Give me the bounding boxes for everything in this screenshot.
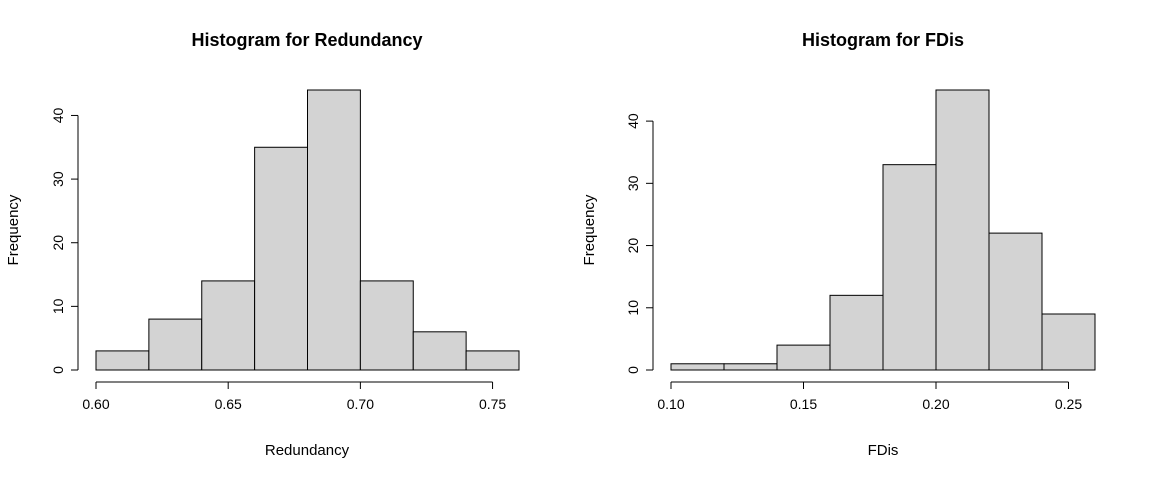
y-tick-label: 20 xyxy=(625,238,641,254)
histogram-bar xyxy=(935,89,990,371)
bars xyxy=(670,89,1096,371)
x-axis: 0.10 0.15 0.20 0.25 xyxy=(657,381,1082,412)
y-tick-label: 40 xyxy=(625,113,641,129)
panel-redundancy: Histogram for Redundancy Redundancy Freq… xyxy=(5,30,520,459)
y-tick-label: 30 xyxy=(625,175,641,191)
histogram-bar xyxy=(412,331,467,371)
panel-fdis: Histogram for FDis FDis Frequency 0.10 0.… xyxy=(581,30,1096,459)
x-tick-label: 0.25 xyxy=(1055,396,1082,412)
histogram-bar xyxy=(670,363,725,371)
y-tick-label: 10 xyxy=(625,300,641,316)
x-axis: 0.60 0.65 0.70 0.75 xyxy=(82,381,506,412)
x-tick-label: 0.15 xyxy=(790,396,817,412)
histogram-bar xyxy=(307,89,361,371)
x-tick-label: 0.10 xyxy=(657,396,684,412)
bars xyxy=(95,89,520,371)
y-tick-label: 30 xyxy=(50,171,66,187)
x-tick-label: 0.75 xyxy=(479,396,506,412)
histogram-bar xyxy=(95,350,150,371)
y-axis: 0 10 20 30 40 xyxy=(625,113,654,374)
histogram-bar xyxy=(201,280,256,371)
y-axis-label: Frequency xyxy=(5,194,22,265)
chart-title: Histogram for Redundancy xyxy=(191,30,422,50)
x-axis-label: Redundancy xyxy=(265,442,350,459)
y-tick-label: 10 xyxy=(50,298,66,314)
histogram-bar xyxy=(723,363,778,371)
y-tick-label: 20 xyxy=(50,235,66,251)
x-tick-label: 0.65 xyxy=(215,396,242,412)
x-tick-label: 0.60 xyxy=(82,396,109,412)
histogram-bar xyxy=(776,344,831,371)
x-axis-label: FDis xyxy=(868,442,899,459)
y-axis: 0 10 20 30 40 xyxy=(50,107,79,374)
histogram-bar xyxy=(988,232,1043,371)
y-axis-label: Frequency xyxy=(581,194,598,265)
chart-title: Histogram for FDis xyxy=(802,30,964,50)
histogram-bar xyxy=(148,318,203,371)
y-tick-label: 0 xyxy=(50,366,66,374)
y-tick-label: 40 xyxy=(50,107,66,123)
histogram-bar xyxy=(1041,313,1096,371)
histogram-bar xyxy=(254,146,308,371)
x-tick-label: 0.70 xyxy=(347,396,374,412)
histogram-bar xyxy=(359,280,414,371)
histogram-bar xyxy=(465,350,520,371)
y-tick-label: 0 xyxy=(625,366,641,374)
x-tick-label: 0.20 xyxy=(922,396,949,412)
histogram-bar xyxy=(882,164,937,371)
histogram-bar xyxy=(829,294,884,371)
